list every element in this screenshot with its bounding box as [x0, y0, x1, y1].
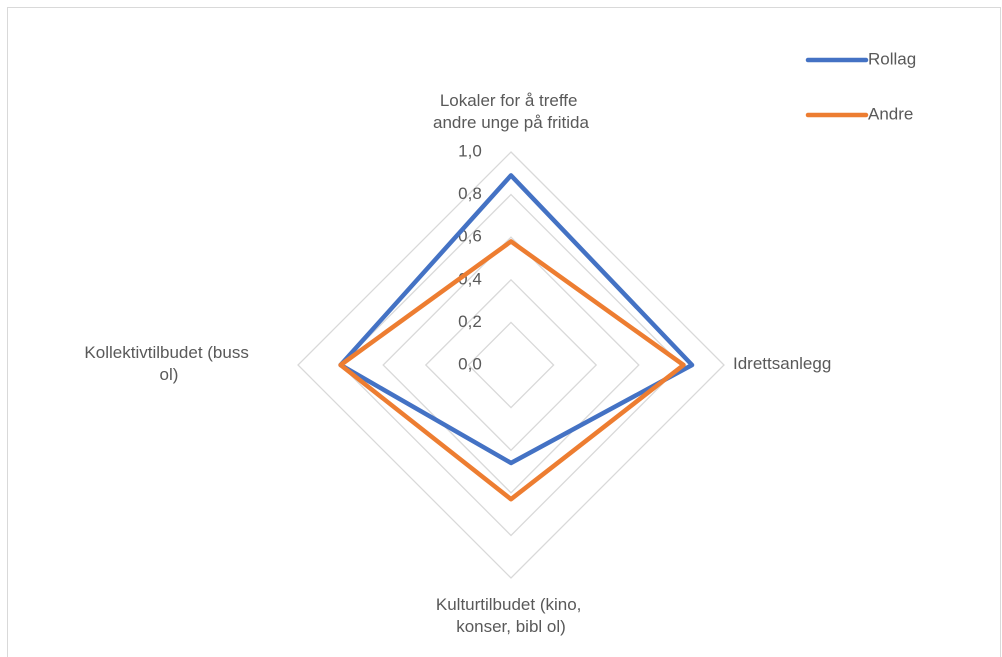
r-tick-label: 0,6 — [458, 227, 482, 246]
category-label: Idrettsanlegg — [733, 354, 831, 373]
category-label: Kollektivtilbudet (buss ol) — [84, 343, 253, 384]
category-label: Kulturtilbudet (kino, konser, bibl ol) — [436, 595, 586, 636]
category-label: Lokaler for å treffe andre unge på friti… — [433, 91, 589, 132]
r-tick-label: 0,0 — [458, 354, 482, 373]
legend-label: Rollag — [868, 49, 916, 68]
r-tick-label: 1,0 — [458, 141, 482, 160]
r-tick-label: 0,2 — [458, 312, 482, 331]
grid-line — [424, 278, 598, 452]
grid-line — [382, 236, 640, 494]
r-tick-label: 0,8 — [458, 184, 482, 203]
series-line — [338, 173, 695, 466]
grid-line — [339, 193, 683, 537]
legend-label: Andre — [868, 104, 913, 123]
grid-line — [297, 151, 725, 579]
grid-line — [467, 321, 555, 409]
series-line — [338, 239, 686, 502]
